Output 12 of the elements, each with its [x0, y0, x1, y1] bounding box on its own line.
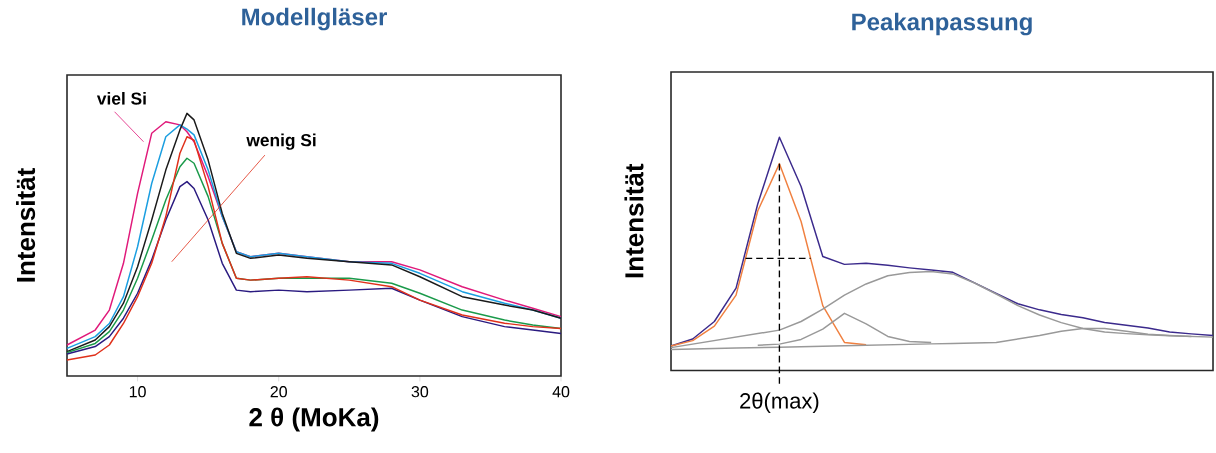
text: 2θ(max)	[740, 392, 819, 414]
text: viel Si	[96, 92, 146, 105]
x-tick-label: 20	[270, 386, 287, 398]
chart-title: Peakanpassung	[852, 12, 1032, 36]
x-axis-title: 2 θ (MoKa)	[249, 407, 379, 432]
x-tick-label: 40	[552, 386, 570, 398]
x-tick-label: 30	[411, 386, 429, 398]
annotation: wenig Si	[246, 133, 316, 150]
y-axis-title: Intensität	[16, 168, 36, 282]
chart-title: Modellgläser	[242, 7, 387, 31]
y-axis-title: Intensität	[624, 163, 644, 278]
x-tick-label: 10	[129, 386, 146, 398]
